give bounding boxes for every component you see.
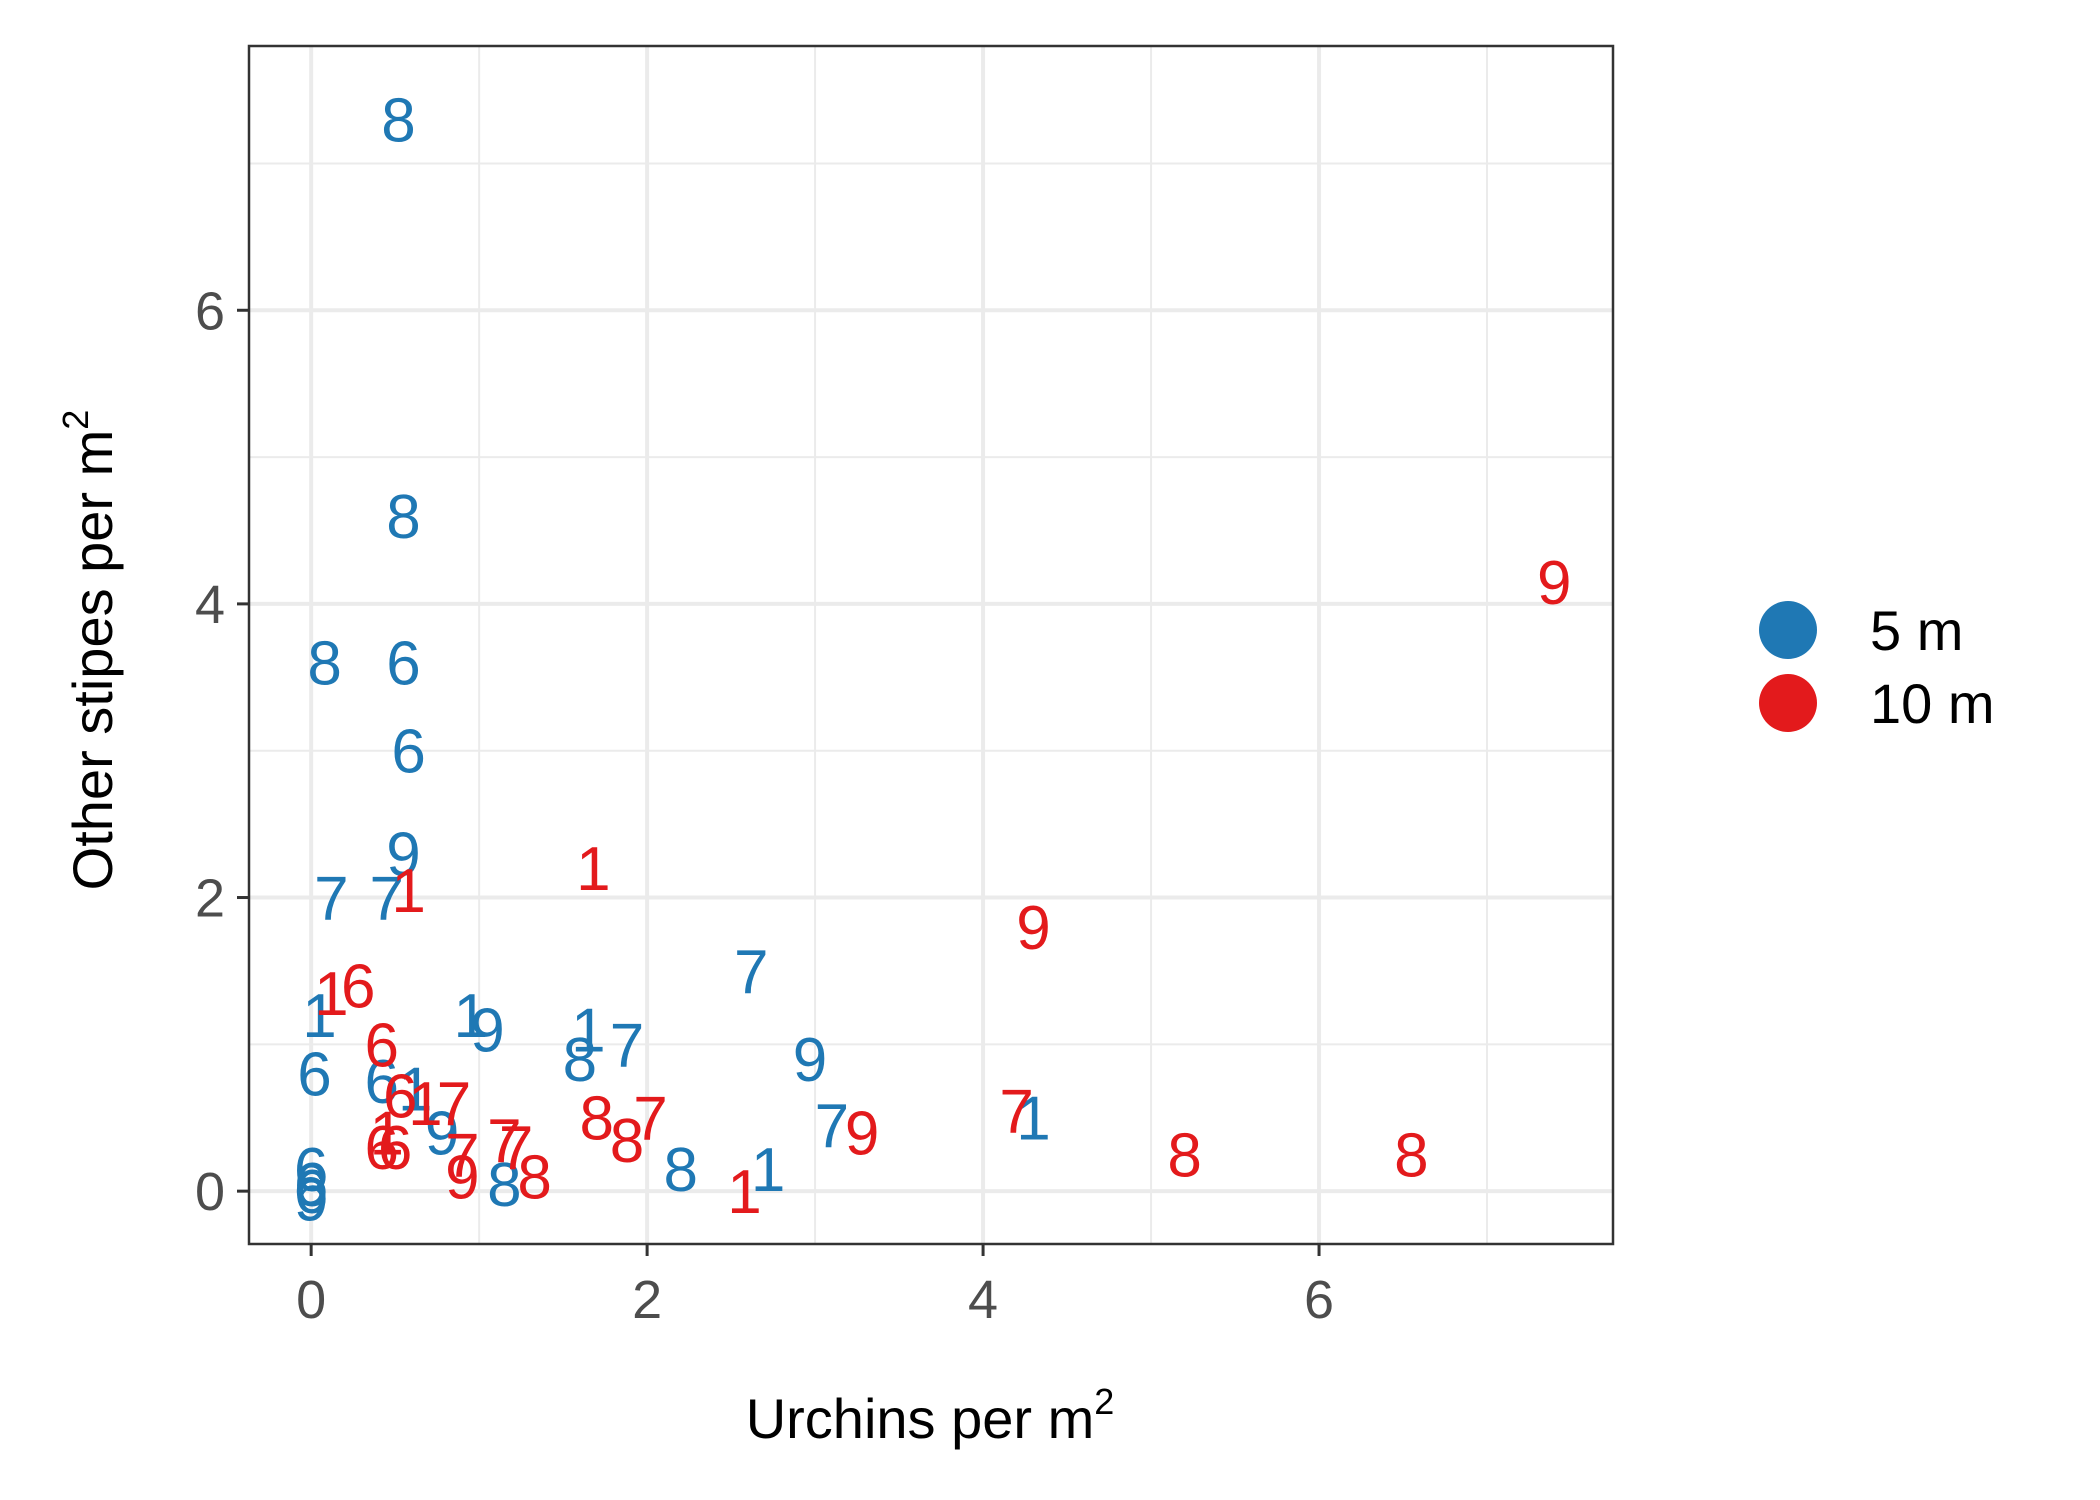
data-point-label: 1: [370, 1099, 404, 1168]
y-tick-label: 6: [195, 281, 225, 341]
data-point-label: 8: [517, 1143, 551, 1212]
data-point-label: 6: [383, 1063, 417, 1132]
data-point-label: 9: [386, 820, 420, 889]
plot-background: [249, 46, 1613, 1244]
data-point-label: 1: [751, 1136, 785, 1205]
data-point-label: 1: [576, 835, 610, 904]
data-point-label: 1: [408, 1070, 442, 1139]
legend-label-5m: 5 m: [1870, 599, 1963, 662]
data-point-label: 8: [307, 630, 341, 699]
data-point-label: 8: [1394, 1121, 1428, 1190]
data-point-label: 1: [302, 982, 336, 1051]
x-axis-title-main: Urchins per m: [746, 1387, 1095, 1450]
data-point-label: 1: [1016, 1085, 1050, 1154]
x-axis-title-superscript: 2: [1094, 1381, 1114, 1422]
data-point-label: 7: [633, 1085, 667, 1154]
y-axis-title-superscript: 2: [55, 410, 96, 430]
plot-panel-border: [247, 44, 1615, 1246]
data-point-label: 6: [386, 630, 420, 699]
data-point-label: 8: [579, 1085, 613, 1154]
data-point-label: 6: [294, 1151, 328, 1220]
data-point-label: 1: [571, 997, 605, 1066]
data-point-label: 7: [815, 1092, 849, 1161]
data-point-label: 8: [487, 1151, 521, 1220]
y-tick-label: 0: [195, 1162, 225, 1222]
data-point-label: 6: [364, 1048, 398, 1117]
data-point-label: 8: [610, 1107, 644, 1176]
grid-lines: [249, 46, 1613, 1244]
y-tick-label: 2: [195, 869, 225, 929]
y-axis-title-main: Other stipes per m: [61, 430, 124, 891]
data-point-label: 7: [487, 1107, 521, 1176]
data-point-label: 8: [563, 1026, 597, 1095]
data-point-label: 7: [499, 1114, 533, 1183]
data-point-label: 8: [663, 1136, 697, 1205]
x-tick-label: 4: [968, 1270, 998, 1330]
data-point-label: 9: [425, 1099, 459, 1168]
data-point-label: 9: [470, 997, 504, 1066]
data-point-label: 9: [1016, 894, 1050, 963]
data-point-label: 6: [297, 1041, 331, 1110]
x-tick-label: 2: [632, 1270, 662, 1330]
y-axis-title: Other stipes per m2: [55, 410, 124, 891]
data-point-label: 1: [398, 1055, 432, 1124]
data-point-label: 7: [437, 1070, 471, 1139]
data-point-label: 7: [445, 1121, 479, 1190]
data-point-label: 6: [341, 953, 375, 1022]
data-point-label: 1: [453, 982, 487, 1051]
data-point-label: 6: [364, 1114, 398, 1183]
data-point-label: 8: [381, 86, 415, 155]
data-point-label: 9: [294, 1165, 328, 1234]
axis-ticks: 0 2 4 6 0 2 4 6: [195, 281, 1334, 1330]
data-point-label: 6: [391, 718, 425, 787]
data-point-label: 7: [610, 1011, 644, 1080]
x-axis-title: Urchins per m2: [746, 1381, 1115, 1450]
data-point-label: 9: [845, 1099, 879, 1168]
data-point-label: 6: [294, 1136, 328, 1205]
x-tick-label: 0: [296, 1270, 326, 1330]
legend-label-10m: 10 m: [1870, 672, 1995, 735]
legend: 5 m 10 m: [1759, 599, 1995, 735]
data-point-label: 8: [386, 483, 420, 552]
legend-key-10m: [1759, 674, 1817, 732]
data-point-label: 7: [999, 1077, 1033, 1146]
data-point-label: 7: [734, 938, 768, 1007]
data-point-label: 6: [294, 1158, 328, 1227]
x-tick-label: 6: [1304, 1270, 1334, 1330]
y-tick-label: 4: [195, 575, 225, 635]
data-point-label: 6: [378, 1114, 412, 1183]
data-point-label: 6: [364, 1011, 398, 1080]
data-point-label: 1: [391, 857, 425, 926]
data-point-label: 1: [314, 960, 348, 1029]
data-point-label: 1: [727, 1158, 761, 1227]
data-point-label: 9: [445, 1143, 479, 1212]
legend-key-5m: [1759, 601, 1817, 659]
data-point-label: 9: [1537, 549, 1571, 618]
data-point-label: 8: [1167, 1121, 1201, 1190]
data-point-label: 9: [793, 1026, 827, 1095]
data-point-label: 7: [370, 865, 404, 934]
data-point-label: 7: [314, 865, 348, 934]
